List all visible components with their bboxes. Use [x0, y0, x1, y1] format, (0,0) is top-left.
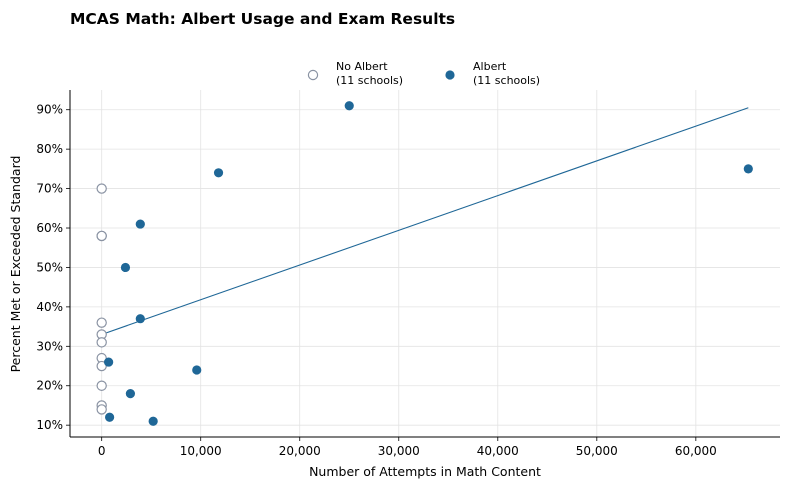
data-point-no-albert	[96, 317, 107, 328]
x-tick-label: 50,000	[576, 444, 618, 458]
y-tick-label: 90%	[36, 103, 63, 117]
y-tick-label: 20%	[36, 379, 63, 393]
x-tick-label: 10,000	[180, 444, 222, 458]
x-axis-ticks: 0 10,000 20,000 30,000 40,000 50,000 60,000	[98, 437, 717, 458]
x-tick-label: 30,000	[378, 444, 420, 458]
legend-label-no-albert: No Albert (11 schools)	[336, 60, 403, 87]
data-point-albert	[125, 389, 136, 399]
data-point-albert	[743, 164, 753, 174]
x-tick-label: 60,000	[675, 444, 717, 458]
data-point-albert	[104, 357, 114, 367]
data-point-albert	[192, 365, 202, 375]
trend-line	[101, 107, 749, 335]
y-tick-label: 60%	[36, 221, 63, 235]
legend-marker-no-albert	[307, 69, 319, 81]
y-tick-label: 50%	[36, 260, 63, 274]
axes	[69, 90, 780, 438]
y-tick-label: 40%	[36, 300, 63, 314]
legend: No Albert (11 schools) Albert (11 schools)	[307, 60, 540, 87]
data-point-albert	[105, 412, 115, 422]
data-point-albert	[135, 314, 145, 324]
data-point-no-albert	[96, 380, 107, 391]
x-axis-title: Number of Attempts in Math Content	[309, 464, 541, 479]
data-point-albert	[344, 101, 354, 111]
data-point-albert	[135, 219, 145, 229]
data-point-albert	[213, 168, 224, 178]
legend-marker-albert	[445, 70, 455, 80]
x-tick-label: 0	[98, 444, 106, 458]
data-point-no-albert	[96, 230, 107, 242]
x-tick-label: 20,000	[279, 444, 321, 458]
data-point-no-albert	[96, 404, 107, 415]
grid-lines	[70, 90, 780, 437]
y-axis-ticks: 10% 20% 30% 40% 50% 60% 70% 80% 90%	[36, 103, 70, 432]
y-tick-label: 10%	[36, 418, 63, 432]
y-tick-label: 30%	[36, 339, 63, 353]
y-tick-label: 70%	[36, 182, 63, 196]
trend-line-group	[101, 107, 749, 335]
legend-label-albert: Albert (11 schools)	[473, 60, 540, 87]
data-points	[96, 101, 753, 426]
data-point-no-albert	[96, 337, 107, 348]
chart-title: MCAS Math: Albert Usage and Exam Results	[70, 10, 455, 28]
data-point-albert	[148, 416, 158, 426]
x-tick-label: 40,000	[477, 444, 519, 458]
data-point-no-albert	[96, 183, 107, 194]
y-tick-label: 80%	[36, 142, 63, 156]
data-point-albert	[120, 262, 131, 273]
y-axis-title: Percent Met or Exceeded Standard	[8, 156, 23, 373]
